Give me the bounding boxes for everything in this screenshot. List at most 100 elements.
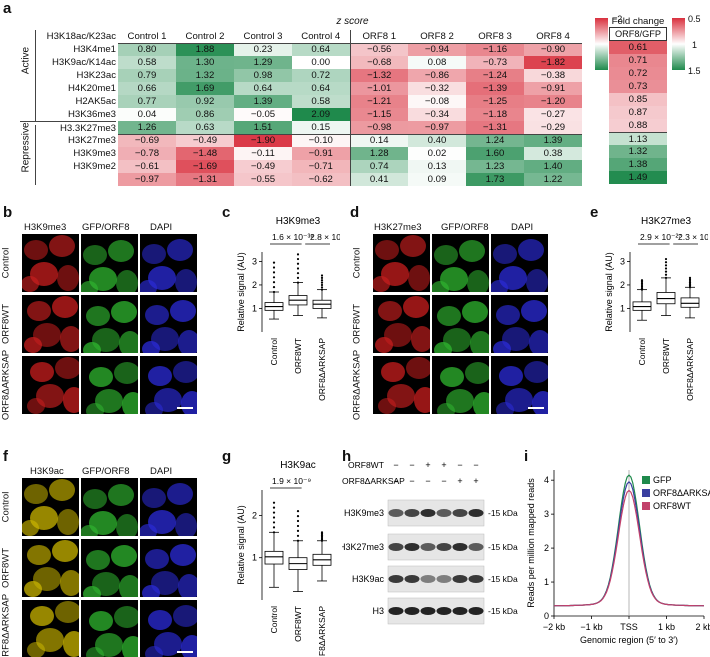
zscore-cell: −0.38 — [524, 69, 582, 82]
y-tick-label: 2 — [252, 280, 257, 290]
zscore-table: Control 1 Control 2 Control 3 Control 4 ORF8… — [118, 30, 582, 186]
protein-band — [468, 509, 484, 517]
zscore-cell: −1.16 — [466, 43, 524, 56]
fold-tick-bot: 1.5 — [688, 66, 701, 76]
fold-change-cell: 1.38 — [609, 158, 667, 171]
protein-band — [404, 509, 420, 517]
outlier-point — [688, 283, 692, 286]
zscore-cell: −0.61 — [118, 160, 176, 173]
y-axis-label: Reads per million mapped reads — [526, 478, 536, 608]
fold-change-column: Fold change ORF8/GFP 0.61 0.71 0.72 0.73 0.8… — [609, 16, 667, 184]
histone-mark-label: H3K4me1 — [73, 44, 116, 55]
x-tick-label: −1 kb — [580, 622, 602, 632]
b-micrograph — [81, 234, 138, 292]
p-value-label: 1.9 × 10⁻⁹ — [272, 476, 311, 486]
outlier-point — [296, 281, 300, 284]
outlier-point — [272, 281, 276, 284]
boxplot-title: H3K9ac — [280, 460, 316, 471]
b-col-dapi: DAPI — [150, 222, 173, 233]
lane-marker: − — [393, 476, 398, 486]
zscore-cell: 0.64 — [234, 82, 292, 95]
zscore-cell: −0.62 — [292, 173, 350, 186]
heatmap-row: −0.69 −0.49 −1.90 −0.10 0.14 0.40 1.24 1.39 — [118, 133, 582, 147]
zscore-cell: −0.97 — [118, 173, 176, 186]
zscore-cell: −0.90 — [524, 43, 582, 56]
f-micrograph — [140, 478, 197, 536]
x-tick-label: TSS — [620, 622, 638, 632]
lane-label-wt: ORF8WT — [348, 460, 384, 470]
panel-c-letter: c — [222, 204, 231, 221]
outlier-point — [664, 267, 668, 270]
zscore-cell: 0.58 — [292, 95, 350, 108]
zscore-cell: 1.73 — [466, 173, 524, 186]
zscore-cell: −0.69 — [118, 133, 176, 147]
zscore-cell: 0.64 — [292, 43, 350, 56]
b-micrograph — [22, 295, 79, 353]
d-micrograph — [373, 234, 430, 292]
b-micrograph — [140, 295, 197, 353]
blot-strip — [387, 499, 485, 527]
zscore-cell: −0.91 — [524, 82, 582, 95]
outlier-point — [640, 288, 644, 291]
lane-marker: − — [457, 460, 462, 470]
column-header-5: ORF8 1 — [349, 30, 408, 44]
column-header-3: Control 3 — [234, 30, 292, 44]
zscore-cell: 0.15 — [292, 121, 350, 134]
f-micrograph — [81, 539, 138, 597]
legend-swatch — [642, 502, 650, 510]
group-repressive-label: Repressive — [20, 122, 32, 173]
group-active-label: Active — [20, 46, 32, 75]
zscore-colorbar — [595, 18, 608, 70]
y-tick-label: 3 — [252, 256, 257, 266]
zscore-cell: −0.78 — [118, 147, 176, 160]
blot-strip — [387, 597, 485, 625]
f-micrograph — [140, 600, 197, 657]
fold-change-cell: 0.73 — [609, 80, 667, 93]
d-micrograph — [432, 234, 489, 292]
f-row-label: ORF8WT — [0, 547, 12, 589]
zscore-cell: 1.26 — [118, 121, 176, 134]
b-micrograph — [140, 234, 197, 292]
b-micrograph — [22, 356, 79, 414]
panel-i-letter: i — [524, 448, 529, 465]
blot-strip — [387, 565, 485, 593]
d-col-dapi: DAPI — [511, 222, 534, 233]
outlier-point — [320, 288, 324, 291]
histone-mark-label: H3K9me2 — [73, 161, 116, 172]
legend-label: GFP — [653, 475, 672, 485]
d-micrograph — [373, 295, 430, 353]
outlier-point — [272, 290, 276, 294]
lane-label-mut: ORF8ΔARKSAP — [342, 476, 405, 486]
fold-colorbar — [672, 18, 685, 70]
protein-band — [388, 509, 404, 517]
legend-label: ORF8WT — [653, 501, 691, 511]
zscore-cell: 2.09 — [292, 108, 350, 121]
zscore-cell: −0.86 — [408, 69, 466, 82]
panel-g-letter: g — [222, 448, 232, 465]
outlier-point — [296, 534, 300, 537]
protein-band — [404, 607, 420, 615]
outlier-point — [664, 257, 668, 261]
outlier-point — [320, 281, 324, 284]
heatmap-row: 0.80 1.88 0.23 0.64 −0.56 −0.94 −1.16 −0.90 — [118, 43, 582, 56]
zscore-cell: −1.20 — [524, 95, 582, 108]
d-micrograph — [432, 295, 489, 353]
zscore-cell: −1.18 — [466, 108, 524, 121]
outlier-point — [640, 285, 644, 288]
b-row-label: Control — [0, 247, 12, 279]
zscore-cell: −0.91 — [292, 147, 350, 160]
zscore-cell: 1.32 — [176, 69, 234, 82]
zscore-cell: 0.40 — [408, 133, 466, 147]
kda-marker: -15 kDa — [488, 574, 518, 584]
zscore-cell: −0.98 — [349, 121, 408, 134]
f-micrograph — [22, 600, 79, 657]
protein-band — [420, 543, 436, 551]
zscore-cell: 0.41 — [349, 173, 408, 186]
p-value-label: 2.3 × 10⁻⁷ — [678, 232, 708, 242]
zscore-cell: 1.39 — [524, 133, 582, 147]
y-tick-label: 1 — [252, 553, 257, 563]
histone-mark-label: H3K36me3 — [68, 109, 116, 120]
protein-band — [452, 607, 468, 615]
fold-change-cell: 0.71 — [609, 54, 667, 67]
